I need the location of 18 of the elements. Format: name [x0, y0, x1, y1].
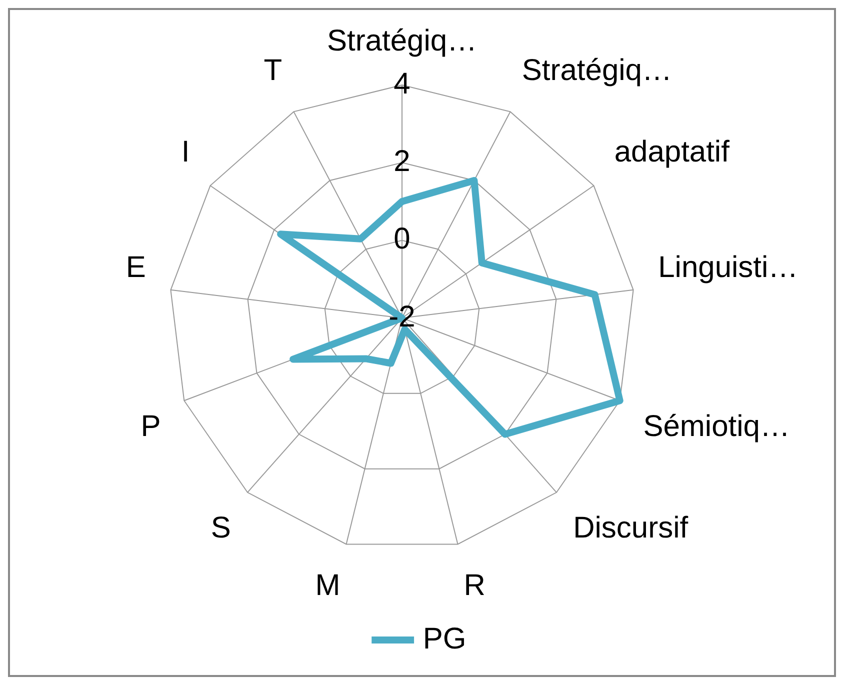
spoke-label: E [126, 251, 146, 284]
spoke-label: Stratégiq… [522, 54, 672, 87]
spoke-label: adaptatif [614, 136, 730, 169]
y-tick-label: 0 [394, 222, 410, 256]
spoke-label: T [264, 54, 282, 87]
legend-label: PG [422, 622, 466, 656]
spoke-label: Stratégiq… [326, 24, 478, 58]
spoke-label: P [140, 410, 161, 443]
y-tick-label: 4 [394, 67, 410, 100]
y-tick-label: -2 [388, 300, 416, 334]
spoke-label: S [210, 511, 231, 544]
spoke-label: Sémiotiq… [643, 410, 790, 443]
spoke-label: R [464, 568, 486, 602]
spoke-label: Linguisti… [658, 251, 798, 284]
spoke-label: Discursif [573, 511, 689, 544]
spoke-label: I [181, 136, 190, 169]
spoke-label: M [315, 568, 340, 602]
y-tick-label: 2 [394, 144, 410, 178]
